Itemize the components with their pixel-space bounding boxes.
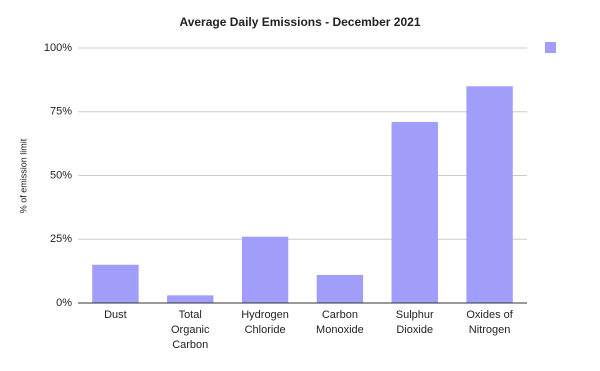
x-tick-label: Hydrogen Chloride: [241, 309, 289, 336]
y-tick-label: 50%: [50, 169, 72, 181]
y-tick-label: 75%: [50, 106, 72, 118]
bar: [241, 236, 289, 303]
y-tick-label: 100%: [44, 42, 72, 54]
y-axis-label: % of emission limit: [18, 138, 28, 213]
x-tick-label: Sulphur Dioxide: [395, 309, 434, 336]
bar: [316, 274, 364, 303]
x-tick-label: Carbon Monoxide: [316, 309, 364, 336]
y-tick-label: 25%: [50, 233, 72, 245]
y-tick-label: 0%: [56, 297, 72, 309]
x-tick-label: Total Organic Carbon: [170, 309, 210, 351]
bar: [466, 86, 513, 303]
chart-title: Average Daily Emissions - December 2021: [179, 15, 420, 29]
bar: [391, 121, 438, 303]
x-tick-label: Dust: [104, 309, 127, 321]
bar: [167, 295, 214, 303]
bar: [92, 264, 139, 303]
legend-marker: [545, 42, 556, 53]
x-tick-label: Oxides of Nitrogen: [466, 309, 513, 336]
